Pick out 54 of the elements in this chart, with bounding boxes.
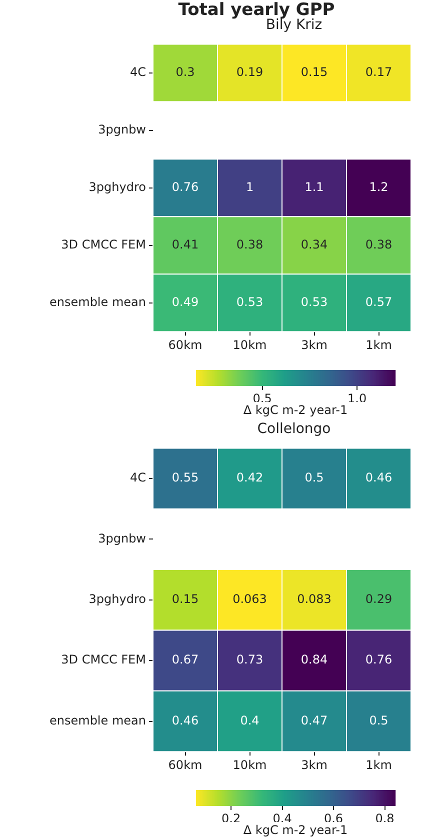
y-tick-label: 3D CMCC FEM [61,652,146,667]
y-tick-label: 3pghydro [88,592,146,606]
data-label: 0.53 [236,294,264,309]
chart-subtitle: Bily Kriz [266,17,324,34]
color-bar-title: Δ kgC m-2 year-1 [242,402,349,419]
x-tick-label: 10km [232,758,267,772]
data-label: 0.84 [300,652,328,667]
data-label: 1 [246,180,254,194]
y-tick-label: 3pgnbw [98,531,146,546]
x-tick-label: 3km [301,758,328,772]
data-label: 0.4 [240,713,260,728]
data-label: 0.49 [172,294,199,309]
data-label: 0.55 [172,470,199,485]
x-tick-label: 60km [168,758,202,772]
data-label: 0.38 [236,238,264,252]
x-tick-label: 10km [232,338,267,352]
data-label: 0.083 [297,592,332,606]
data-label: 0.17 [365,65,392,80]
y-tick-label: 3pghydro [88,180,146,194]
data-label: 0.38 [365,238,392,252]
data-label: 0.76 [172,180,199,194]
data-label: 1.2 [369,180,388,194]
data-label: 0.15 [300,65,328,80]
data-label: 0.67 [172,652,199,667]
data-label: 0.73 [236,652,264,667]
data-label: 0.46 [365,470,392,485]
chart-subtitle: Collelongo [256,420,332,438]
data-label: 0.76 [365,652,392,667]
y-tick-label: 4C [130,470,146,485]
data-label: 0.3 [176,65,195,80]
data-label: 0.5 [304,470,324,485]
x-tick-label: 3km [301,338,328,352]
x-tick-label: 1km [366,338,392,352]
data-label: 0.5 [369,713,388,728]
data-label: 0.47 [300,713,328,728]
y-tick-label: 3pgnbw [98,122,146,137]
x-tick-label: 60km [168,338,202,352]
y-tick-label: 3D CMCC FEM [61,238,146,252]
y-tick-label: 4C [130,65,146,80]
data-label: 1.1 [304,180,324,194]
y-tick-label: ensemble mean [50,713,146,728]
data-label: 0.34 [300,238,328,252]
data-label: 0.063 [232,592,267,606]
y-tick-label: ensemble mean [50,294,146,309]
data-label: 0.41 [172,238,199,252]
data-label: 0.15 [172,592,199,606]
data-label: 0.42 [236,470,264,485]
data-label: 0.57 [365,294,392,309]
color-bar-title: Δ kgC m-2 year-1 [243,823,348,837]
data-label: 0.53 [300,294,328,309]
data-label: 0.46 [172,713,199,728]
x-tick-label: 1km [366,758,392,772]
data-label: 0.19 [236,65,264,80]
data-label: 0.29 [365,592,392,606]
